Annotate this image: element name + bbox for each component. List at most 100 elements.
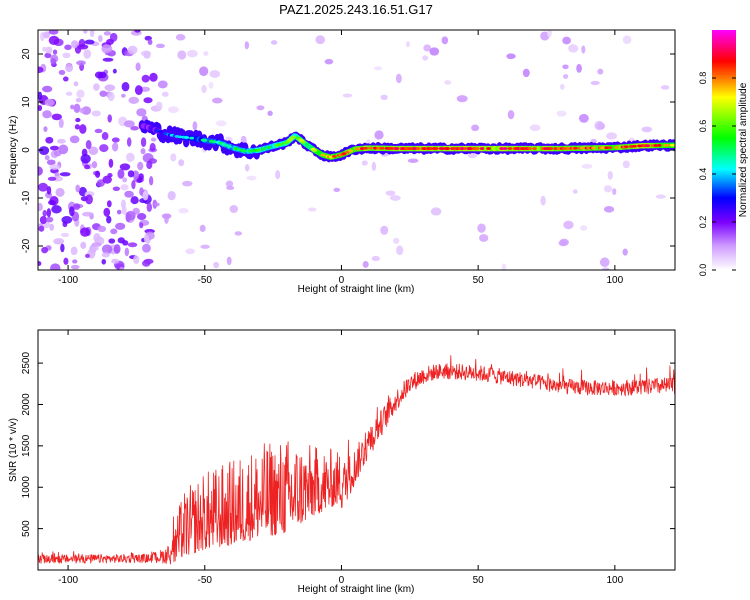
heatmap-speckle [85, 139, 92, 150]
heatmap-speckle [366, 139, 371, 144]
heatmap-speckle [146, 160, 153, 170]
heatmap-speckle [46, 159, 56, 166]
heatmap-speckle [147, 39, 153, 45]
heatmap-speckle [215, 120, 227, 127]
heatmap-speckle [108, 238, 116, 244]
heatmap-speckle [52, 49, 58, 55]
ridge-core [502, 147, 508, 150]
heatmap-speckle [133, 255, 140, 265]
ridge-core [445, 147, 450, 150]
heatmap-speckle [594, 120, 605, 131]
heatmap-speckle [94, 128, 103, 134]
heatmap-speckle [83, 30, 88, 34]
heatmap-speckle [122, 177, 128, 183]
ridge-core [320, 153, 326, 157]
spectrogram-xtick-label: -50 [198, 275, 213, 286]
heatmap-speckle [48, 35, 60, 45]
heatmap-speckle [80, 227, 91, 237]
heatmap-speckle [38, 166, 43, 176]
heatmap-speckle [225, 180, 234, 188]
spectrogram-ytick-label: 0 [21, 147, 32, 153]
heatmap-speckle [170, 153, 177, 162]
heatmap-speckle [155, 101, 163, 111]
heatmap-speckle [65, 63, 74, 73]
heatmap-speckle [225, 136, 233, 143]
heatmap-speckle [121, 205, 127, 215]
heatmap-speckle [506, 53, 516, 60]
heatmap-speckle [373, 66, 383, 71]
heatmap-speckle [106, 38, 114, 45]
ridge-core [422, 147, 427, 150]
heatmap-speckle [117, 168, 125, 179]
heatmap-speckle [581, 45, 586, 54]
ridge-core [579, 146, 585, 150]
heatmap-speckle [43, 126, 48, 132]
ridge-core [607, 146, 613, 150]
heatmap-speckle [140, 148, 146, 155]
heatmap-speckle [90, 246, 99, 251]
spectrogram-ytick-label: -20 [21, 238, 32, 253]
heatmap-speckle [563, 74, 569, 79]
heatmap-speckle [622, 248, 628, 256]
heatmap-speckle [529, 124, 541, 132]
heatmap-speckle [38, 91, 43, 100]
heatmap-speckle [49, 164, 60, 170]
heatmap-speckle [103, 207, 111, 217]
heatmap-speckle [660, 85, 670, 90]
heatmap-speckle [79, 107, 85, 114]
heatmap-speckle [101, 252, 110, 258]
heatmap-speckle [45, 136, 54, 144]
ridge-core [394, 147, 400, 150]
heatmap-speckle [226, 185, 235, 190]
ridge-core [527, 147, 532, 150]
heatmap-speckle [139, 222, 144, 229]
heatmap-speckle [70, 246, 78, 256]
heatmap-speckle [208, 81, 214, 89]
heatmap-speckle [76, 89, 85, 98]
heatmap-speckle [110, 228, 118, 235]
heatmap-speckle [186, 49, 198, 58]
heatmap-speckle [82, 211, 93, 217]
heatmap-speckle [211, 97, 223, 104]
heatmap-speckle [58, 144, 69, 155]
heatmap-speckle [602, 267, 610, 270]
ridge-core [331, 154, 337, 158]
heatmap-speckle [132, 170, 139, 180]
heatmap-speckle [380, 94, 388, 100]
heatmap-speckle [140, 137, 147, 148]
heatmap-speckle [69, 206, 75, 217]
ridge-core [479, 147, 485, 150]
ridge-core [348, 149, 354, 153]
heatmap-speckle [127, 45, 138, 55]
heatmap-speckle [655, 194, 666, 199]
heatmap-speckle [84, 164, 91, 170]
ridge-core [312, 148, 318, 152]
heatmap-speckle [479, 234, 489, 242]
heatmap-speckle [43, 31, 51, 39]
heatmap-speckle [101, 44, 113, 54]
heatmap-speckle [405, 41, 411, 48]
snr-xtick-label: -50 [198, 575, 213, 586]
heatmap-speckle [102, 57, 114, 62]
spectrogram-frame [37, 29, 676, 271]
spectrogram-xtick-label: 100 [607, 275, 624, 286]
spectrogram-xtick-label: 0 [339, 275, 345, 286]
heatmap-speckle [120, 184, 129, 191]
heatmap-speckle [91, 161, 98, 169]
ridge-core [463, 147, 468, 150]
heatmap-speckle [607, 171, 613, 180]
heatmap-speckle [149, 142, 156, 152]
ridge-core [553, 147, 559, 150]
heatmap-speckle [130, 196, 139, 205]
snr-x-label: Height of straight line (km) [298, 584, 415, 595]
heatmap-speckle [44, 98, 55, 107]
heatmap-speckle [49, 145, 60, 151]
heatmap-speckle [244, 41, 250, 50]
heatmap-speckle [97, 225, 107, 233]
heatmap-speckle [209, 70, 221, 78]
heatmap-speckle [94, 71, 104, 79]
heatmap-speckle [89, 30, 95, 38]
heatmap-speckle [65, 91, 73, 96]
heatmap-speckle [70, 104, 75, 110]
heatmap-speckle [155, 43, 165, 49]
